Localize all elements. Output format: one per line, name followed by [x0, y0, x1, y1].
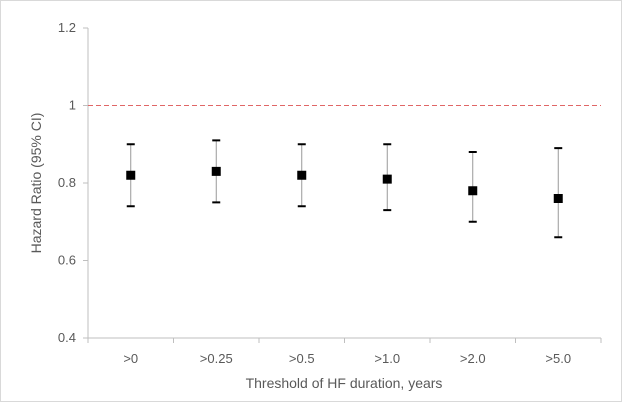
y-tick-label: 1.2 — [58, 20, 76, 35]
data-point — [468, 186, 478, 196]
y-axis-label: Hazard Ratio (95% CI) — [28, 113, 44, 254]
y-tick-label: 1 — [69, 98, 76, 113]
x-tick-label: >1.0 — [374, 351, 400, 366]
y-tick-label: 0.6 — [58, 253, 76, 268]
x-axis-label: Threshold of HF duration, years — [246, 375, 443, 391]
data-point — [297, 170, 307, 180]
x-tick-label: >0 — [123, 351, 138, 366]
x-tick-label: >2.0 — [460, 351, 486, 366]
data-point — [553, 194, 563, 203]
x-tick-label: >5.0 — [545, 351, 571, 366]
data-point — [126, 170, 136, 180]
x-tick-label: >0.25 — [200, 351, 233, 366]
data-point — [211, 166, 221, 176]
y-tick-label: 0.4 — [58, 330, 76, 345]
data-point — [382, 174, 392, 184]
x-tick-label: >0.5 — [289, 351, 315, 366]
y-tick-label: 0.8 — [58, 175, 76, 190]
